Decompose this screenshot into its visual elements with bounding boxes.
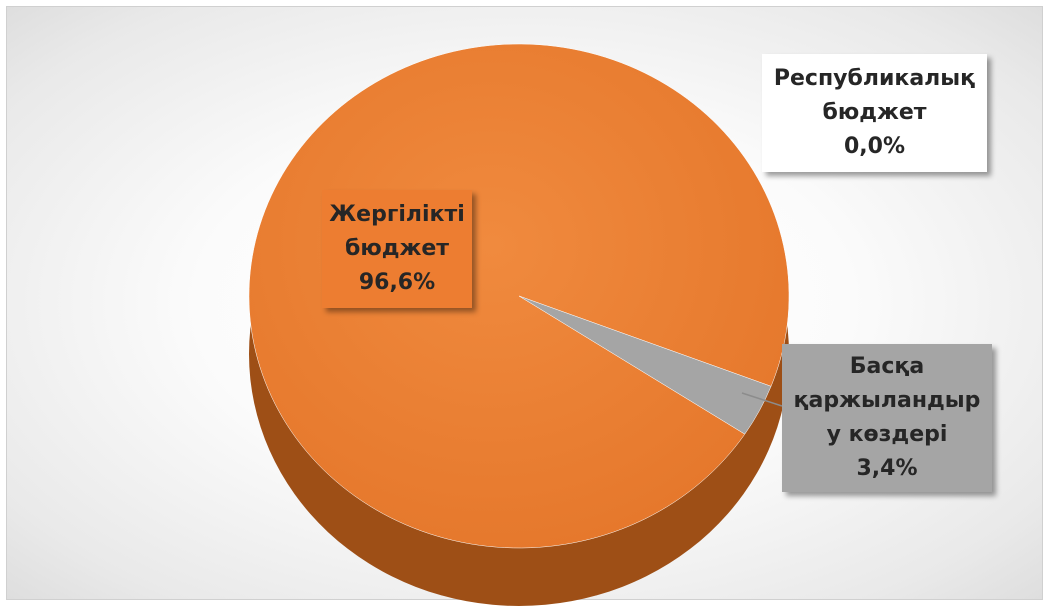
data-label-local-budget: Жергілікті бюджет 96,6% xyxy=(322,190,472,308)
leader-line-other-sources xyxy=(741,392,783,407)
data-label-other-sources: Басқа қаржыландыр у көздері 3,4% xyxy=(782,344,992,492)
data-label-republican-budget-value: 0,0% xyxy=(843,134,905,159)
data-label-local-budget-line1: Жергілікті xyxy=(329,202,465,227)
data-label-local-budget-value: 96,6% xyxy=(358,270,436,295)
data-label-other-sources-line3: у көздері xyxy=(826,422,948,447)
data-label-other-sources-value: 3,4% xyxy=(856,456,918,481)
data-label-local-budget-line2: бюджет xyxy=(344,236,450,261)
data-label-other-sources-line2: қаржыландыр xyxy=(793,388,981,413)
data-label-republican-budget-line1: Республикалық xyxy=(773,66,976,91)
data-label-republican-budget-line2: бюджет xyxy=(822,100,927,125)
data-label-other-sources-line1: Басқа xyxy=(849,354,925,379)
data-label-republican-budget: Республикалық бюджет 0,0% xyxy=(762,54,987,172)
pie-slice-other-sources xyxy=(518,295,772,435)
